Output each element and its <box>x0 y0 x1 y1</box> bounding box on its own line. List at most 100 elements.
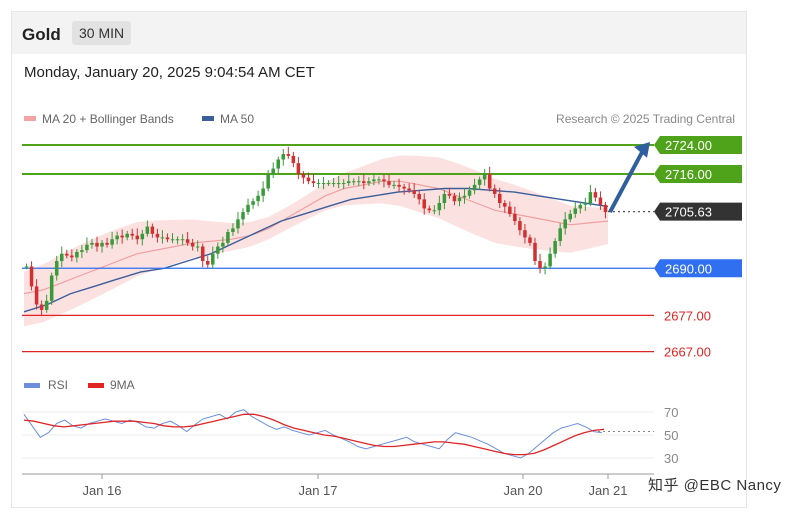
candle-body <box>326 183 331 185</box>
candle-body <box>392 184 396 186</box>
candle-body <box>422 199 427 209</box>
candle-body <box>583 203 588 205</box>
candle-body <box>533 242 537 261</box>
chart-header: Gold 30 MIN <box>12 12 746 54</box>
level-tag-label-3: 2690.00 <box>665 261 712 276</box>
candle-body <box>306 177 311 182</box>
candle-body <box>165 237 170 240</box>
legend-swatch-1 <box>202 116 214 121</box>
candle-body <box>407 188 411 191</box>
candle-body <box>95 242 99 247</box>
level-tag-label-1: 2716.00 <box>665 167 712 182</box>
rsi-legend-swatch-0 <box>24 383 40 388</box>
candle-body <box>226 232 230 243</box>
candle-body <box>472 184 477 191</box>
candle-body <box>120 235 124 238</box>
x-tick-label-1: Jan 17 <box>298 483 337 498</box>
candle-body <box>54 261 59 276</box>
level-tag-3 <box>654 259 742 278</box>
candle-body <box>251 201 255 205</box>
candle-body <box>105 242 109 245</box>
candle-body <box>382 179 386 182</box>
candle-body <box>573 208 578 214</box>
candle-body <box>508 206 512 214</box>
x-tick-label-3: Jan 21 <box>588 483 627 498</box>
candle-body <box>110 239 114 245</box>
candle-body <box>452 195 457 202</box>
candle-body <box>185 239 190 243</box>
instrument-title: Gold <box>22 25 61 44</box>
candle-body <box>538 261 542 269</box>
candle-body <box>190 242 195 247</box>
candle-body <box>266 174 270 189</box>
candle-body <box>85 244 89 251</box>
candle-body <box>195 246 200 248</box>
candle-body <box>316 183 321 185</box>
candle-body <box>578 204 583 209</box>
candle-body <box>140 233 145 240</box>
level-tag-2 <box>654 202 742 221</box>
candle-body <box>135 235 140 240</box>
timeframe-badge[interactable]: 30 MIN <box>72 21 132 45</box>
candle-body <box>487 174 492 189</box>
candle-body <box>34 286 39 305</box>
candle-body <box>341 183 346 185</box>
legend-swatch-0 <box>24 116 36 121</box>
candle-body <box>372 179 376 182</box>
candle-body <box>281 154 286 160</box>
candle-body <box>321 183 326 185</box>
candle-body <box>432 210 437 212</box>
candle-body <box>503 203 507 207</box>
candle-body <box>588 192 593 203</box>
level-label-5: 2667.00 <box>664 345 711 360</box>
candle-body <box>236 219 240 229</box>
candle-body <box>351 181 356 183</box>
candle-body <box>211 253 215 265</box>
candle-body <box>49 275 54 301</box>
candle-body <box>437 203 442 211</box>
candle-body <box>477 179 482 185</box>
candle-body <box>175 239 180 241</box>
candle-body <box>155 233 160 238</box>
candle-body <box>160 237 165 239</box>
candle-body <box>276 159 281 169</box>
candle-body <box>513 213 517 222</box>
candle-body <box>90 242 94 245</box>
candle-body <box>497 193 502 203</box>
candle-body <box>548 253 552 267</box>
rsi-tick-2: 30 <box>664 451 678 466</box>
candle-body <box>44 300 49 310</box>
watermark-text: 知乎 @EBC Nancy <box>648 477 782 494</box>
candle-body <box>24 266 29 268</box>
rsi-legend-label-1: 9MA <box>110 378 135 392</box>
candle-body <box>200 246 205 261</box>
research-credit: Research © 2025 Trading Central <box>556 112 735 126</box>
candle-body <box>261 188 265 196</box>
candle-body <box>286 154 291 156</box>
candle-body <box>362 181 366 184</box>
candle-body <box>346 181 351 184</box>
candle-body <box>518 221 522 231</box>
candle-body <box>301 174 306 178</box>
candle-body <box>523 230 527 238</box>
candle-body <box>241 212 245 220</box>
ma50-line <box>23 187 609 313</box>
candle-body <box>205 261 210 265</box>
candle-body <box>65 253 69 256</box>
candle-body <box>462 195 467 198</box>
candle-body <box>412 190 416 194</box>
chart-datetime: Monday, January 20, 2025 9:04:54 AM CET <box>24 64 315 81</box>
candle-body <box>291 155 296 164</box>
rsi-tick-0: 70 <box>664 405 678 420</box>
candle-body <box>397 184 401 187</box>
candle-body <box>180 239 185 241</box>
candle-body <box>331 183 336 185</box>
rsi-legend-label-0: RSI <box>48 378 68 392</box>
candle-body <box>482 174 487 180</box>
candle-body <box>467 190 472 196</box>
candle-body <box>528 237 532 243</box>
candle-body <box>367 181 371 184</box>
level-tag-0 <box>654 136 742 154</box>
candle-body <box>221 242 225 247</box>
candle-body <box>311 181 316 184</box>
